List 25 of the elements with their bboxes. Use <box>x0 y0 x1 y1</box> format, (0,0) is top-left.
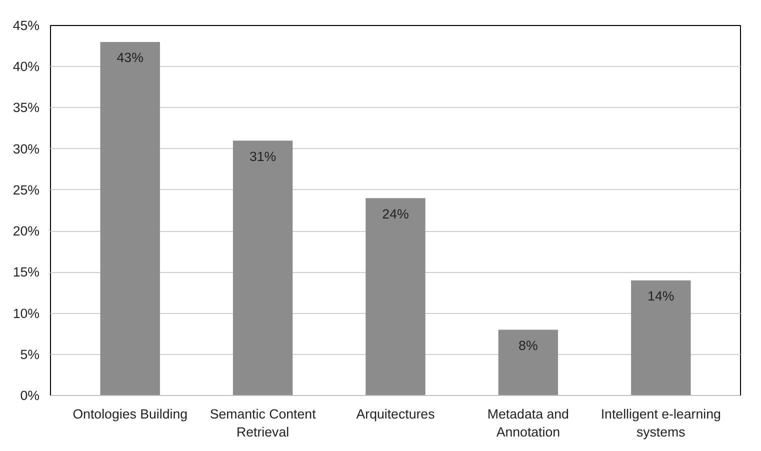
x-tick-label: Ontologies Building <box>72 406 188 422</box>
data-label: 31% <box>249 148 276 164</box>
bar <box>498 330 558 396</box>
y-tick-label: 15% <box>12 264 40 280</box>
data-label: 43% <box>116 50 144 66</box>
y-tick-label: 25% <box>12 182 40 198</box>
bar <box>366 198 426 396</box>
y-tick-label: 45% <box>12 18 40 33</box>
bar <box>631 280 691 396</box>
y-tick-label: 10% <box>12 306 40 321</box>
bar <box>100 42 160 396</box>
data-label: 14% <box>648 288 674 304</box>
x-tick-label: Arquitectures <box>356 406 436 422</box>
y-tick-label: 35% <box>12 100 40 116</box>
y-tick-label: 5% <box>20 346 40 362</box>
data-label: 24% <box>382 206 409 222</box>
y-tick-label: 30% <box>12 141 40 156</box>
bar <box>232 140 293 396</box>
y-tick-label: 0% <box>20 388 40 403</box>
x-tick-label: Metadata and Annotation <box>487 406 569 440</box>
y-tick-label: 40% <box>12 59 40 74</box>
data-label: 8% <box>518 338 538 353</box>
x-tick-label: Semantic Content Retrieval <box>210 406 316 440</box>
y-tick-label: 20% <box>12 224 40 239</box>
x-tick-label: Intelligent e-learning systems <box>600 406 721 440</box>
